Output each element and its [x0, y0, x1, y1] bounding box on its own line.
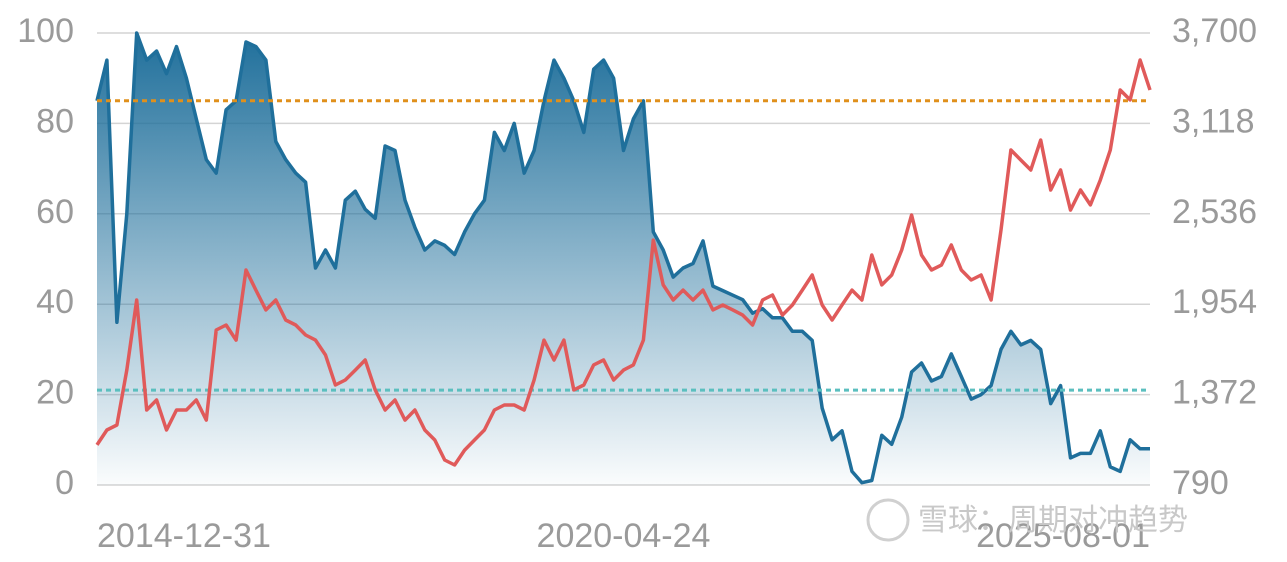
- watermark: 雪球：周期对冲趋势: [866, 498, 1188, 542]
- watermark-text: 雪球：周期对冲趋势: [918, 504, 1188, 537]
- x-tick-label: 2025-08-01: [976, 517, 1150, 555]
- y2-tick-label: 3,118: [1172, 102, 1255, 140]
- y-tick-label: 0: [55, 464, 74, 502]
- y-tick-label: 20: [36, 374, 74, 412]
- y2-tick-label: 1,372: [1172, 374, 1257, 412]
- y-tick-label: 100: [17, 12, 74, 50]
- line: [95, 58, 1152, 467]
- y-tick-label: 80: [36, 102, 74, 140]
- x-tick-label: 2020-04-24: [537, 517, 711, 555]
- y2-tick-label: 3,700: [1172, 12, 1257, 50]
- area: [97, 33, 1150, 485]
- y-tick-label: 60: [36, 193, 74, 231]
- y2-tick-label: 1,954: [1172, 283, 1257, 321]
- y-tick-label: 40: [36, 283, 74, 321]
- line: [95, 31, 1150, 485]
- y2-tick-label: 790: [1172, 464, 1229, 502]
- y2-tick-label: 2,536: [1172, 193, 1257, 231]
- x-tick-label: 2014-12-31: [97, 517, 271, 555]
